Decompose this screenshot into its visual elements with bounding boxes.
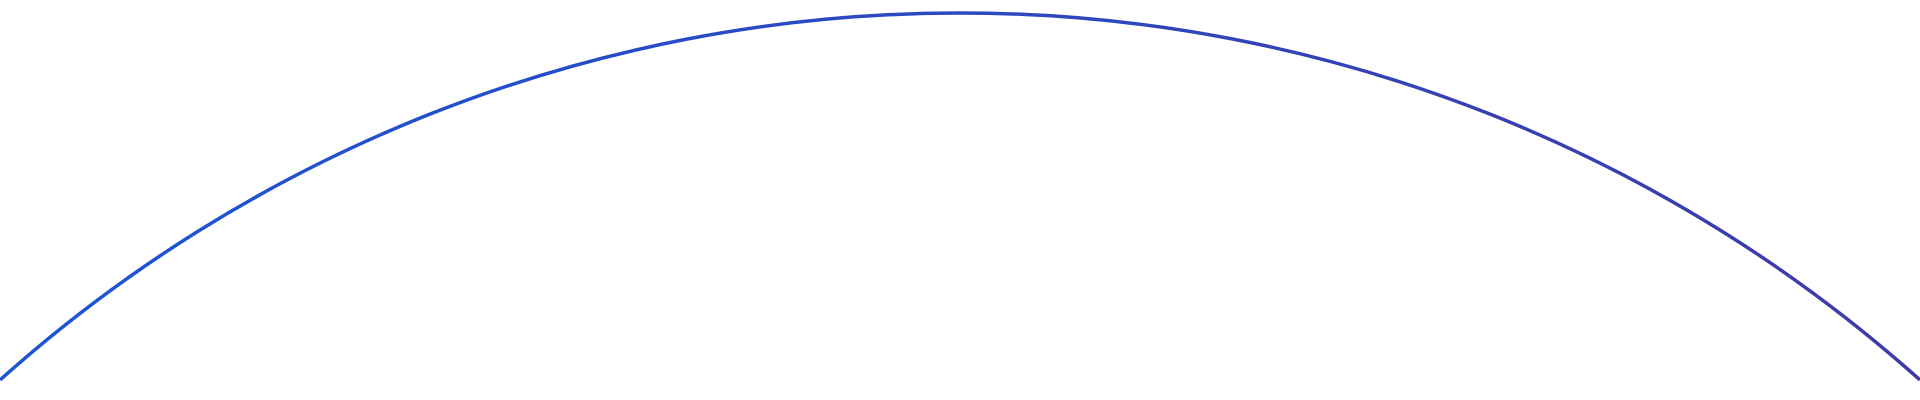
decorative-arc: [0, 11, 1920, 382]
